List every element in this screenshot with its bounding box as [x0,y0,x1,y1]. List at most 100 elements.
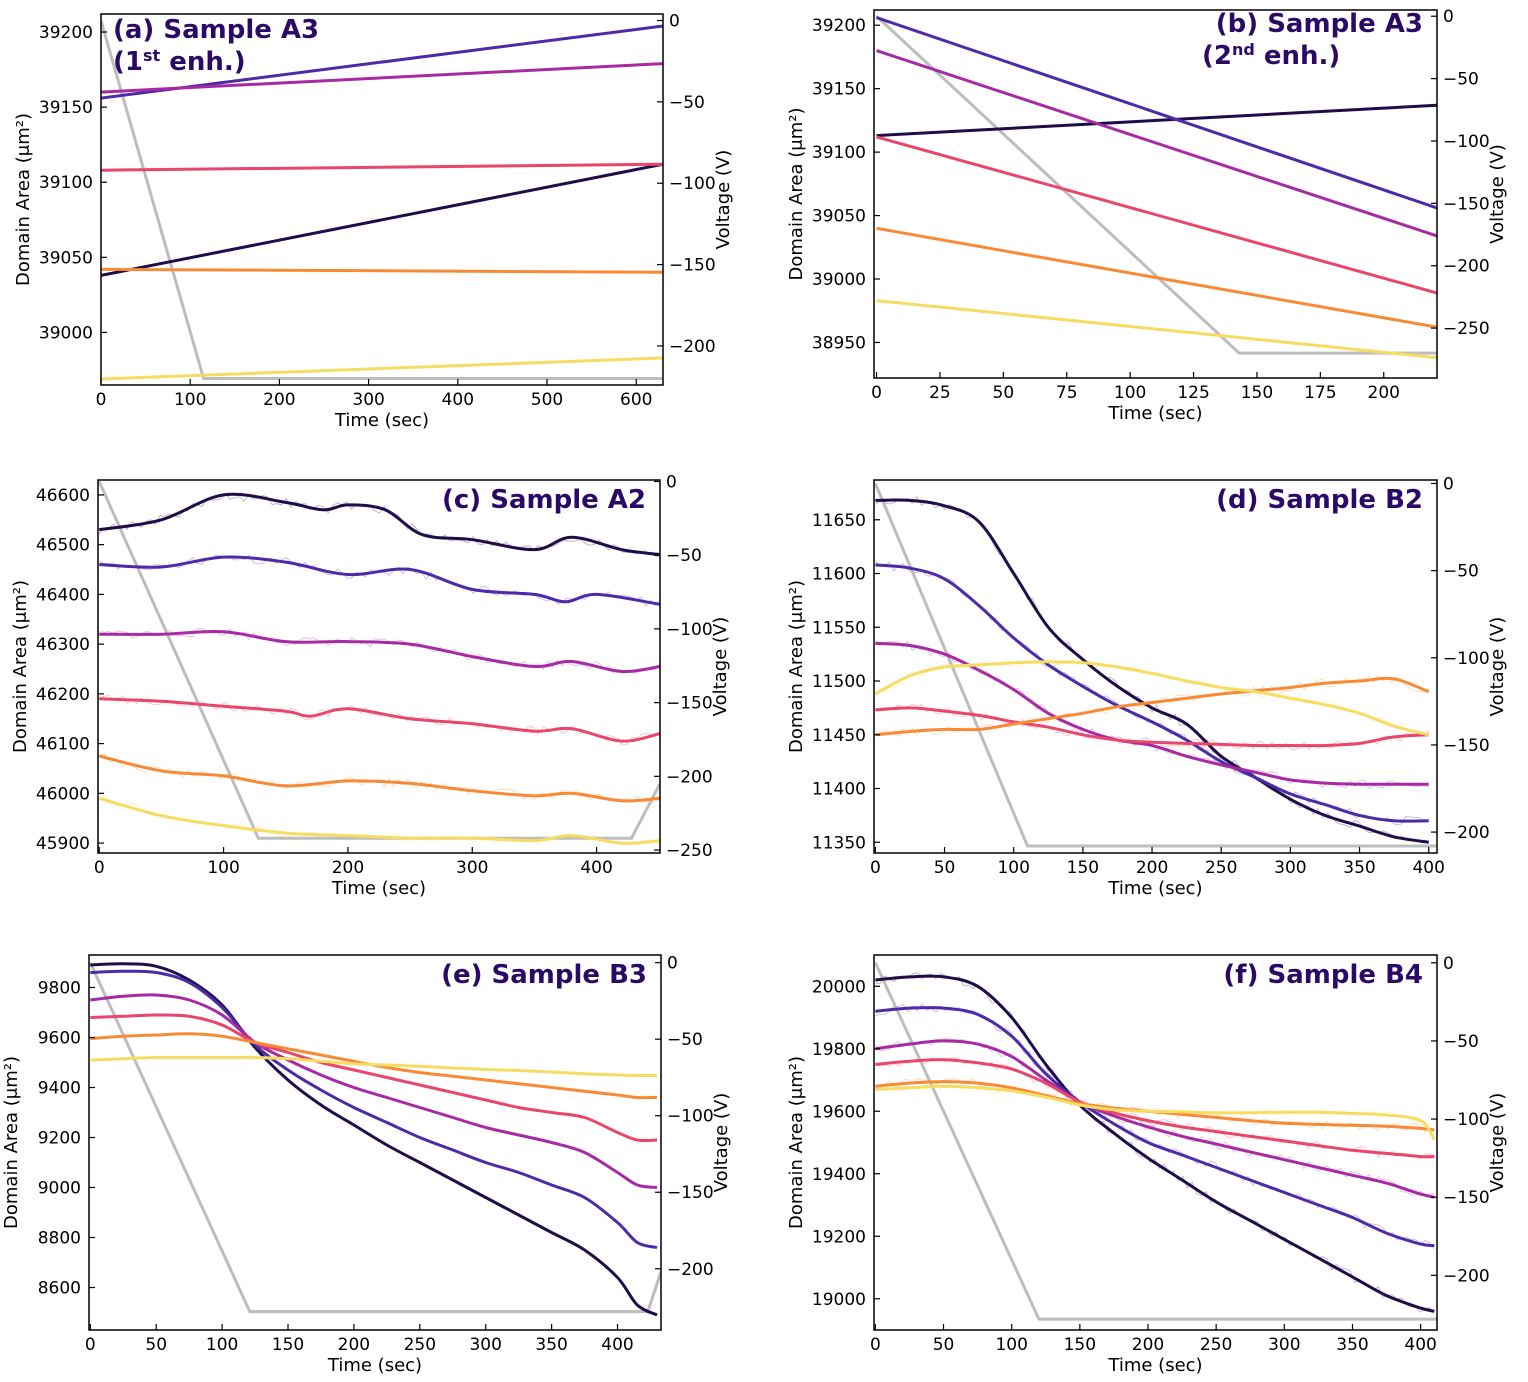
y2-tick-label: 0 [669,12,680,32]
y2-tick-label: −50 [1443,562,1479,582]
y-tick-label: 46500 [36,536,90,556]
x-tick-label: 100 [207,858,239,878]
x-tick-label: 100 [1114,383,1146,403]
series-line-s4 [875,1058,1435,1159]
x-tick-label: 0 [85,1335,96,1355]
x-tick-label: 0 [94,858,105,878]
voltage-line [874,482,1437,848]
y2-tick-label: −150 [1443,1188,1490,1208]
y2-tick-label: −100 [1443,132,1490,152]
y2-tick-label: −150 [667,1183,714,1203]
panel-subtitle: (1st enh.) [113,46,246,77]
y-tick-label: 39050 [39,248,93,268]
x-tick-label: 400 [1404,1335,1436,1355]
y2-tick-label: −250 [666,841,713,861]
y-tick-label: 8600 [38,1279,81,1299]
panel-c: 0 100 200 300 400 45900 46000 46100 46200 46300 46… [10,472,731,899]
y-tick-label: 20000 [812,977,866,997]
y-tick-label: 39150 [812,80,866,100]
y2-tick-label: −250 [1443,319,1490,339]
series-line-s5 [101,267,663,274]
y-axis-label: Domain Area (μm²) [10,580,31,753]
series-line-s1 [876,103,1437,138]
y-axis-label: Domain Area (μm²) [786,1056,807,1229]
y2-tick-label: −100 [667,1107,714,1127]
y-tick-label: 9200 [38,1129,81,1149]
x-tick-label: 300 [1268,1335,1300,1355]
y-tick-label: 11600 [812,565,866,585]
y-tick-label: 9600 [38,1029,81,1049]
x-tick-label: 200 [1132,1335,1164,1355]
x-tick-label: 50 [934,858,956,878]
y2-tick-label: −50 [669,93,705,113]
y-tick-label: 39100 [39,173,93,193]
series-line-s4 [875,706,1429,748]
y-tick-label: 39200 [39,23,93,43]
y2-axis-label: Voltage (V) [713,150,734,250]
y-tick-label: 9000 [38,1179,81,1199]
x-tick-label: 150 [1064,1335,1096,1355]
series-line-s2 [99,555,660,606]
plot-area [98,480,660,847]
series-line-s4 [876,135,1437,295]
series-line-s5 [875,676,1430,737]
axes-frame [873,479,1438,854]
y-tick-label: 39100 [812,143,866,163]
raw-trace [875,657,1429,736]
series-line-s2 [875,563,1429,823]
y-tick-label: 9400 [38,1079,81,1099]
panel-title: (f) Sample B4 [1223,960,1423,990]
axes-frame [100,13,664,386]
y2-tick-label: −100 [1443,1110,1490,1130]
y2-axis-label: Voltage (V) [1487,1093,1508,1193]
x-tick-label: 50 [993,383,1015,403]
y2-tick-label: −50 [666,546,702,566]
x-tick-label: 0 [96,390,107,410]
series-line-s6 [875,1084,1436,1141]
panel-title: (a) Sample A3 [113,15,319,45]
panel-a: 0 100 200 300 400 500 600 39000 39050 39100 39150 3… [13,12,734,431]
y2-axis-label: Voltage (V) [1487,144,1508,244]
plot-area [101,20,663,381]
x-tick-label: 175 [1304,383,1336,403]
y-axis-label: Domain Area (μm²) [786,108,807,281]
panel-title: (e) Sample B3 [441,960,647,990]
raw-trace [875,496,1429,843]
x-tick-label: 25 [929,383,951,403]
voltage-line [101,20,663,380]
x-tick-label: 400 [1412,858,1444,878]
raw-trace [99,694,660,746]
series-line-s3 [99,629,660,674]
y-tick-label: 46100 [36,735,90,755]
y-tick-label: 39000 [812,270,866,290]
x-tick-label: 250 [404,1335,436,1355]
y2-axis-label: Voltage (V) [711,1093,732,1193]
voltage-line [98,480,660,840]
y2-tick-label: 0 [666,472,677,492]
y-tick-label: 11350 [812,833,866,853]
y-tick-label: 19200 [812,1227,866,1247]
y-tick-label: 39150 [39,98,93,118]
y2-tick-label: −200 [1443,257,1490,277]
y2-tick-label: −200 [669,337,716,357]
x-tick-label: 200 [1368,383,1400,403]
panel-subtitle: (2nd enh.) [1202,40,1340,71]
x-axis-label: Time (sec) [1107,878,1202,899]
plot-area [875,15,1437,360]
x-tick-label: 150 [1241,383,1273,403]
x-tick-label: 100 [174,390,206,410]
raw-trace [875,972,1435,1314]
x-tick-label: 400 [601,1335,633,1355]
series-line-s6 [101,356,663,381]
y-axis-label: Domain Area (μm²) [786,580,807,753]
voltage-line [874,962,1437,1321]
y2-tick-label: −200 [1443,1266,1490,1286]
y-tick-label: 39200 [812,16,866,36]
series-line-s1 [875,498,1429,844]
voltage-line [875,15,1437,355]
y-tick-label: 19600 [812,1102,866,1122]
axes-frame [873,9,1438,379]
series-line-s1 [101,162,663,277]
y-tick-label: 8800 [38,1229,81,1249]
y-tick-label: 19400 [812,1165,866,1185]
